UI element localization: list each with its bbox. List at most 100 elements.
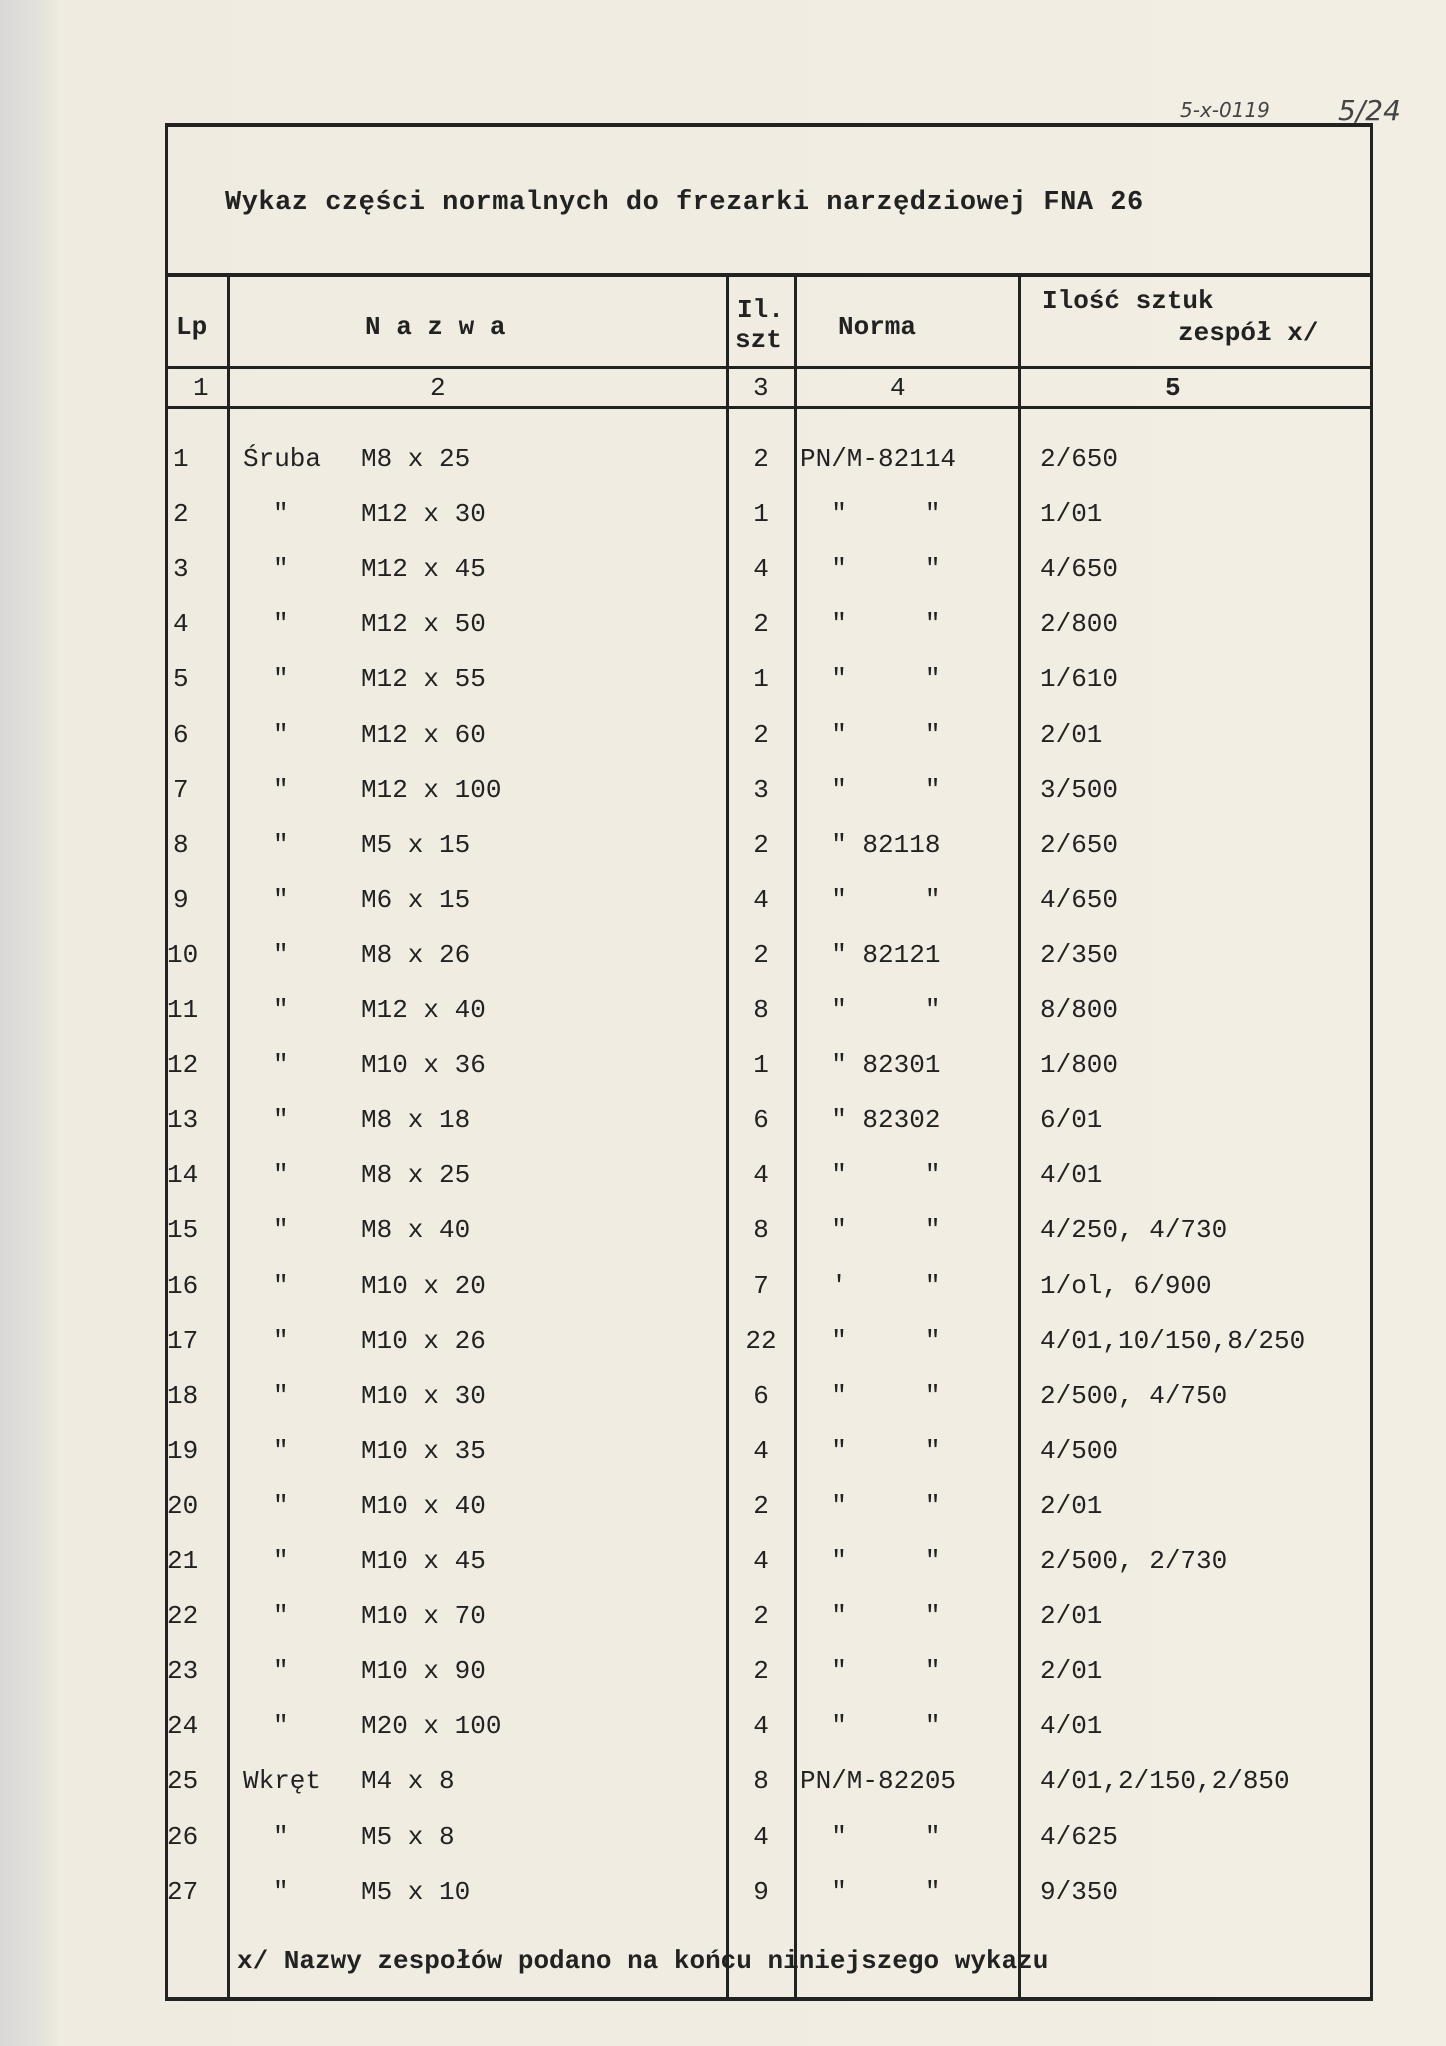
- row-norma: " ": [800, 664, 941, 695]
- row-size: M8 x 25: [361, 1160, 471, 1191]
- row-name: ": [273, 1160, 289, 1191]
- table-row: 12 " M10 x 36 1 " 82301 1/800: [165, 1038, 1373, 1093]
- row-norma: " ": [800, 1380, 941, 1411]
- row-name: ": [273, 1711, 289, 1742]
- row-name: ": [273, 1656, 289, 1687]
- table-row: 9 " M6 x 15 4 " " 4/650: [165, 873, 1373, 928]
- row-lp: 12: [167, 1050, 199, 1081]
- column-number: 2: [430, 373, 446, 403]
- row-lp: 24: [167, 1711, 199, 1742]
- row-quantity: 2: [753, 1601, 769, 1632]
- row-name: ": [273, 1050, 289, 1081]
- archive-reference: 5-x-0119: [1180, 98, 1270, 122]
- row-name: ": [273, 774, 289, 805]
- row-assembly-quantity: 4/01: [1040, 1160, 1103, 1191]
- row-quantity: 6: [753, 1380, 769, 1411]
- table-row: 6 " M12 x 60 2 " " 2/01: [165, 708, 1373, 763]
- row-assembly-quantity: 3/500: [1040, 774, 1119, 805]
- row-size: M8 x 40: [361, 1215, 471, 1246]
- row-size: M6 x 15: [361, 884, 471, 915]
- row-norma: " ": [800, 1546, 941, 1576]
- row-quantity: 1: [753, 664, 769, 695]
- row-name: Wkręt: [243, 1766, 322, 1797]
- row-size: M8 x 26: [361, 939, 471, 970]
- row-lp: 9: [173, 884, 189, 915]
- row-name: ": [273, 939, 289, 970]
- row-norma: " ": [800, 774, 941, 805]
- row-size: M12 x 50: [361, 609, 486, 640]
- row-quantity: 2: [753, 609, 769, 640]
- column-number: 5: [1165, 373, 1181, 403]
- row-name: ": [273, 719, 289, 750]
- row-assembly-quantity: 2/01: [1040, 719, 1103, 750]
- row-norma: " ": [800, 554, 941, 585]
- row-quantity: 4: [753, 884, 769, 915]
- page-number: 5/24: [1338, 94, 1401, 127]
- row-quantity: 7: [753, 1270, 769, 1301]
- row-name: ": [273, 1215, 289, 1246]
- row-name: ": [273, 1270, 289, 1301]
- row-assembly-quantity: 1/ol, 6/900: [1040, 1270, 1212, 1301]
- row-quantity: 8: [753, 1215, 769, 1246]
- row-quantity: 1: [753, 499, 769, 530]
- divider: [794, 275, 797, 1999]
- table-row: 16 " M10 x 20 7 ' " 1/ol, 6/900: [165, 1259, 1373, 1314]
- row-size: M10 x 20: [361, 1270, 486, 1301]
- row-size: M12 x 100: [361, 774, 502, 805]
- row-norma: " ": [800, 1601, 941, 1632]
- column-number: 3: [753, 373, 769, 403]
- row-quantity: 4: [753, 1711, 769, 1742]
- table-row: 21 " M10 x 45 4 " " 2/500, 2/730: [165, 1534, 1373, 1589]
- row-name: ": [273, 1105, 289, 1136]
- row-assembly-quantity: 2/800: [1040, 609, 1119, 640]
- row-size: M10 x 35: [361, 1435, 486, 1466]
- row-size: M10 x 45: [361, 1546, 486, 1576]
- row-lp: 1: [173, 444, 189, 474]
- row-norma: PN/M-82205: [800, 1766, 957, 1797]
- row-norma: " ": [800, 995, 941, 1025]
- row-lp: 7: [173, 774, 189, 805]
- divider: [726, 275, 729, 1999]
- column-number: 1: [193, 373, 209, 403]
- row-name: ": [273, 554, 289, 585]
- column-number: 4: [890, 373, 906, 403]
- table-row: 4 " M12 x 50 2 " " 2/800: [165, 597, 1373, 652]
- row-size: M12 x 55: [361, 664, 486, 695]
- row-norma: " ": [800, 719, 941, 750]
- row-norma: " ": [800, 1435, 941, 1466]
- row-assembly-quantity: 2/650: [1040, 444, 1119, 474]
- row-norma: " ": [800, 1160, 941, 1191]
- row-lp: 16: [167, 1270, 199, 1301]
- row-size: M12 x 40: [361, 995, 486, 1025]
- row-quantity: 2: [753, 444, 769, 474]
- table-row: 5 " M12 x 55 1 " " 1/610: [165, 652, 1373, 707]
- row-size: M5 x 8: [361, 1821, 455, 1852]
- table-row: 18 " M10 x 30 6 " " 2/500, 4/750: [165, 1369, 1373, 1424]
- row-norma: " ": [800, 1876, 941, 1907]
- table-row: 27 " M5 x 10 9 " " 9/350: [165, 1865, 1373, 1920]
- row-size: M12 x 60: [361, 719, 486, 750]
- row-assembly-quantity: 2/350: [1040, 939, 1119, 970]
- row-assembly-quantity: 2/01: [1040, 1490, 1103, 1521]
- row-size: M8 x 25: [361, 444, 471, 474]
- row-assembly-quantity: 4/650: [1040, 884, 1119, 915]
- row-name: Śruba: [243, 444, 322, 474]
- table-row: 23 " M10 x 90 2 " " 2/01: [165, 1644, 1373, 1699]
- row-size: M20 x 100: [361, 1711, 502, 1742]
- header-zespol: zespół x/: [1178, 318, 1319, 348]
- row-norma: " 82121: [800, 939, 941, 970]
- row-name: ": [273, 1490, 289, 1521]
- row-norma: " 82301: [800, 1050, 941, 1081]
- footnote: x/ Nazwy zespołów podano na końcu niniej…: [237, 1946, 1049, 1976]
- row-assembly-quantity: 4/250, 4/730: [1040, 1215, 1228, 1246]
- row-size: M10 x 30: [361, 1380, 486, 1411]
- row-quantity: 4: [753, 1546, 769, 1576]
- row-name: ": [273, 1601, 289, 1632]
- row-assembly-quantity: 2/01: [1040, 1601, 1103, 1632]
- table-row: 15 " M8 x 40 8 " " 4/250, 4/730: [165, 1203, 1373, 1258]
- row-lp: 4: [173, 609, 189, 640]
- row-quantity: 9: [753, 1876, 769, 1907]
- row-assembly-quantity: 4/625: [1040, 1821, 1119, 1852]
- row-norma: ' ": [800, 1270, 941, 1301]
- row-size: M12 x 45: [361, 554, 486, 585]
